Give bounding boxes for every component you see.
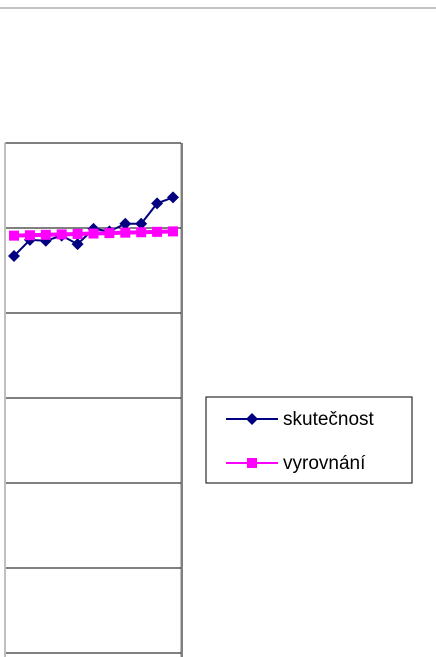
data-point <box>151 197 164 210</box>
data-point <box>168 226 178 237</box>
legend-marker <box>247 458 257 468</box>
legend-label: vyrovnání <box>283 453 366 474</box>
data-point <box>88 228 99 239</box>
data-point <box>24 230 35 241</box>
data-point <box>135 217 148 230</box>
data-point <box>119 217 132 230</box>
data-point <box>104 228 115 239</box>
data-point <box>71 238 84 251</box>
data-point <box>8 250 20 263</box>
legend <box>205 396 413 484</box>
legend-label: skutečnost <box>283 409 375 430</box>
data-point <box>72 228 83 239</box>
data-point <box>152 226 163 237</box>
data-point <box>56 229 67 240</box>
data-point <box>9 230 19 241</box>
data-point <box>120 227 131 238</box>
data-point <box>136 227 147 238</box>
data-point <box>167 191 179 204</box>
legend-marker <box>246 413 258 425</box>
data-point <box>40 229 51 240</box>
plot-area <box>4 142 182 657</box>
